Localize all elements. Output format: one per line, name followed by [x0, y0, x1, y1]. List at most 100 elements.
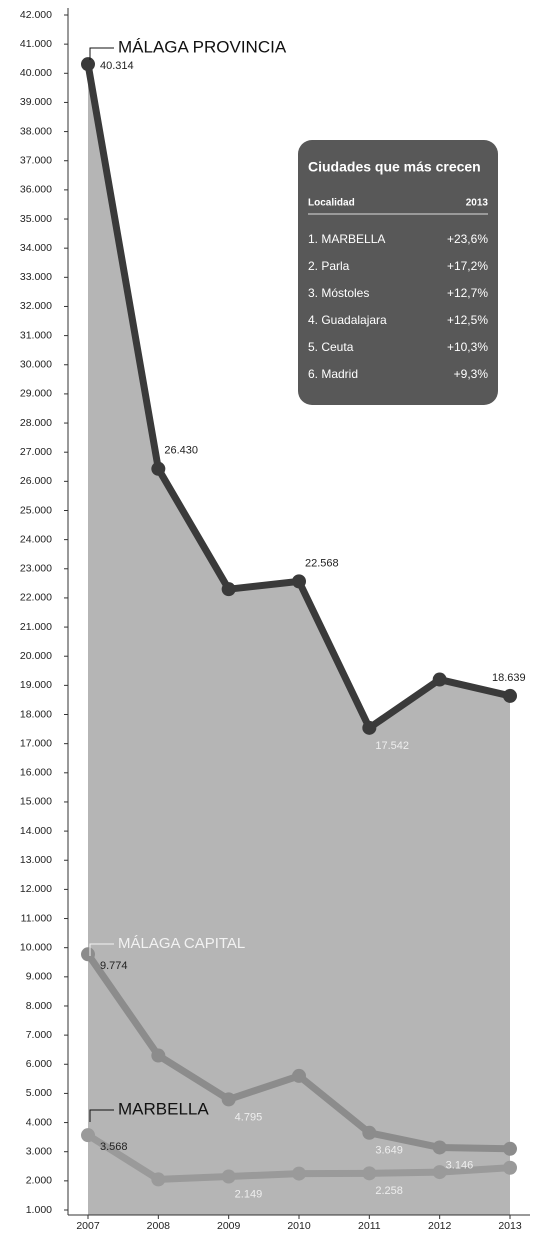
- point: [151, 1172, 166, 1187]
- area: [88, 64, 510, 1215]
- value-label: 3.649: [375, 1145, 403, 1157]
- point: [503, 688, 517, 703]
- series-name: MARBELLA: [118, 1099, 209, 1118]
- x-tick-label: 2008: [147, 1220, 171, 1232]
- plot: [81, 57, 517, 1215]
- x-tick-label: 2007: [76, 1220, 100, 1232]
- y-tick-label: 39.000: [20, 96, 52, 108]
- y-tick-label: 41.000: [20, 38, 52, 50]
- table-cell: 2. Parla: [308, 259, 350, 273]
- x-tick-label: 2013: [498, 1220, 522, 1232]
- y-tick-label: 6.000: [26, 1058, 52, 1070]
- value-label: 9.774: [100, 960, 128, 972]
- point: [151, 1048, 166, 1063]
- y-tick-label: 23.000: [20, 563, 52, 575]
- y-tick-label: 38.000: [20, 125, 52, 137]
- table-cell: 4. Guadalajara: [308, 313, 387, 327]
- y-tick-label: 10.000: [20, 941, 52, 953]
- point: [432, 1140, 447, 1155]
- y-tick-label: 12.000: [20, 883, 52, 895]
- y-tick-label: 8.000: [26, 1000, 52, 1012]
- point: [292, 574, 306, 589]
- point: [221, 582, 236, 597]
- table-bg: [298, 140, 498, 405]
- table-header: 2013: [466, 198, 489, 209]
- value-label: 22.568: [305, 557, 339, 569]
- point: [221, 1092, 236, 1107]
- point: [503, 1160, 517, 1175]
- point: [81, 57, 95, 72]
- table-header: Localidad: [308, 198, 355, 209]
- table-cell: +23,6%: [447, 232, 488, 246]
- y-tick-label: 31.000: [20, 329, 52, 341]
- value-label: 18.639: [492, 672, 526, 684]
- y-tick-label: 22.000: [20, 592, 52, 604]
- value-label: 26.430: [164, 445, 198, 457]
- y-tick-label: 25.000: [20, 504, 52, 516]
- point: [292, 1166, 306, 1181]
- table-cell: +12,5%: [447, 313, 488, 327]
- value-label: 3.146: [446, 1159, 474, 1171]
- value-label: 17.542: [375, 740, 409, 752]
- y-tick-label: 34.000: [20, 242, 52, 254]
- y-tick-label: 9.000: [26, 971, 52, 983]
- y-tick-label: 2.000: [26, 1175, 52, 1187]
- name-leader: [89, 47, 114, 60]
- y-tick-label: 16.000: [20, 767, 52, 779]
- y-tick-label: 42.000: [20, 9, 52, 21]
- x-tick-label: 2010: [287, 1220, 311, 1232]
- y-tick-label: 17.000: [20, 737, 52, 749]
- table-cell: 5. Ceuta: [308, 340, 354, 354]
- y-tick-label: 5.000: [26, 1087, 52, 1099]
- y-tick-label: 28.000: [20, 417, 52, 429]
- name-leader: [89, 943, 114, 956]
- y-tick-label: 40.000: [20, 67, 52, 79]
- y-tick-label: 24.000: [20, 533, 52, 545]
- table-cell: +9,3%: [454, 367, 489, 381]
- table-cell: +10,3%: [447, 340, 488, 354]
- y-tick-label: 7.000: [26, 1029, 52, 1041]
- y-tick-label: 27.000: [20, 446, 52, 458]
- point: [292, 1068, 306, 1083]
- point: [362, 1125, 377, 1140]
- point: [221, 1169, 236, 1184]
- y-tick-label: 30.000: [20, 359, 52, 371]
- y-tick-label: 21.000: [20, 621, 52, 633]
- y-tick-label: 36.000: [20, 184, 52, 196]
- y-tick-label: 11.000: [21, 912, 52, 924]
- table-cell: +17,2%: [447, 259, 488, 273]
- x-tick-label: 2009: [217, 1220, 241, 1232]
- table-cell: 6. Madrid: [308, 367, 358, 381]
- point: [81, 947, 95, 962]
- point: [151, 461, 166, 476]
- y-tick-label: 19.000: [20, 679, 52, 691]
- table-cell: 3. Móstoles: [308, 286, 369, 300]
- table-cell: 1. MARBELLA: [308, 232, 385, 246]
- point: [81, 1128, 95, 1143]
- table-rows: 1. MARBELLA +23,6% 2. Parla +17,2% 3. Móstol…: [308, 232, 488, 381]
- value-label: 2.258: [375, 1185, 403, 1197]
- series-name: MÁLAGA PROVINCIA: [118, 37, 287, 56]
- table-cell: +12,7%: [447, 286, 488, 300]
- point: [362, 1166, 377, 1181]
- series-name: MÁLAGA CAPITAL: [118, 935, 245, 952]
- y-tick-label: 33.000: [20, 271, 52, 283]
- y-tick-label: 32.000: [20, 300, 52, 312]
- table-box: Ciudades que más crecen Localidad 2013 1…: [298, 140, 498, 405]
- y-tick-label: 4.000: [26, 1116, 52, 1128]
- value-label: 40.314: [100, 60, 134, 72]
- y-tick-label: 15.000: [20, 796, 52, 808]
- value-label: 4.795: [235, 1111, 263, 1123]
- point: [362, 720, 377, 735]
- y-tick-label: 1.000: [26, 1204, 52, 1216]
- x-tick-label: 2011: [358, 1220, 381, 1232]
- y-tick-label: 3.000: [26, 1145, 52, 1157]
- y-tick-label: 26.000: [20, 475, 52, 487]
- point: [503, 1141, 517, 1156]
- table-title: Ciudades que más crecen: [308, 159, 481, 175]
- value-label: 3.568: [100, 1141, 128, 1153]
- x-tick-label: 2012: [428, 1220, 452, 1232]
- value-label: 2.149: [235, 1188, 263, 1200]
